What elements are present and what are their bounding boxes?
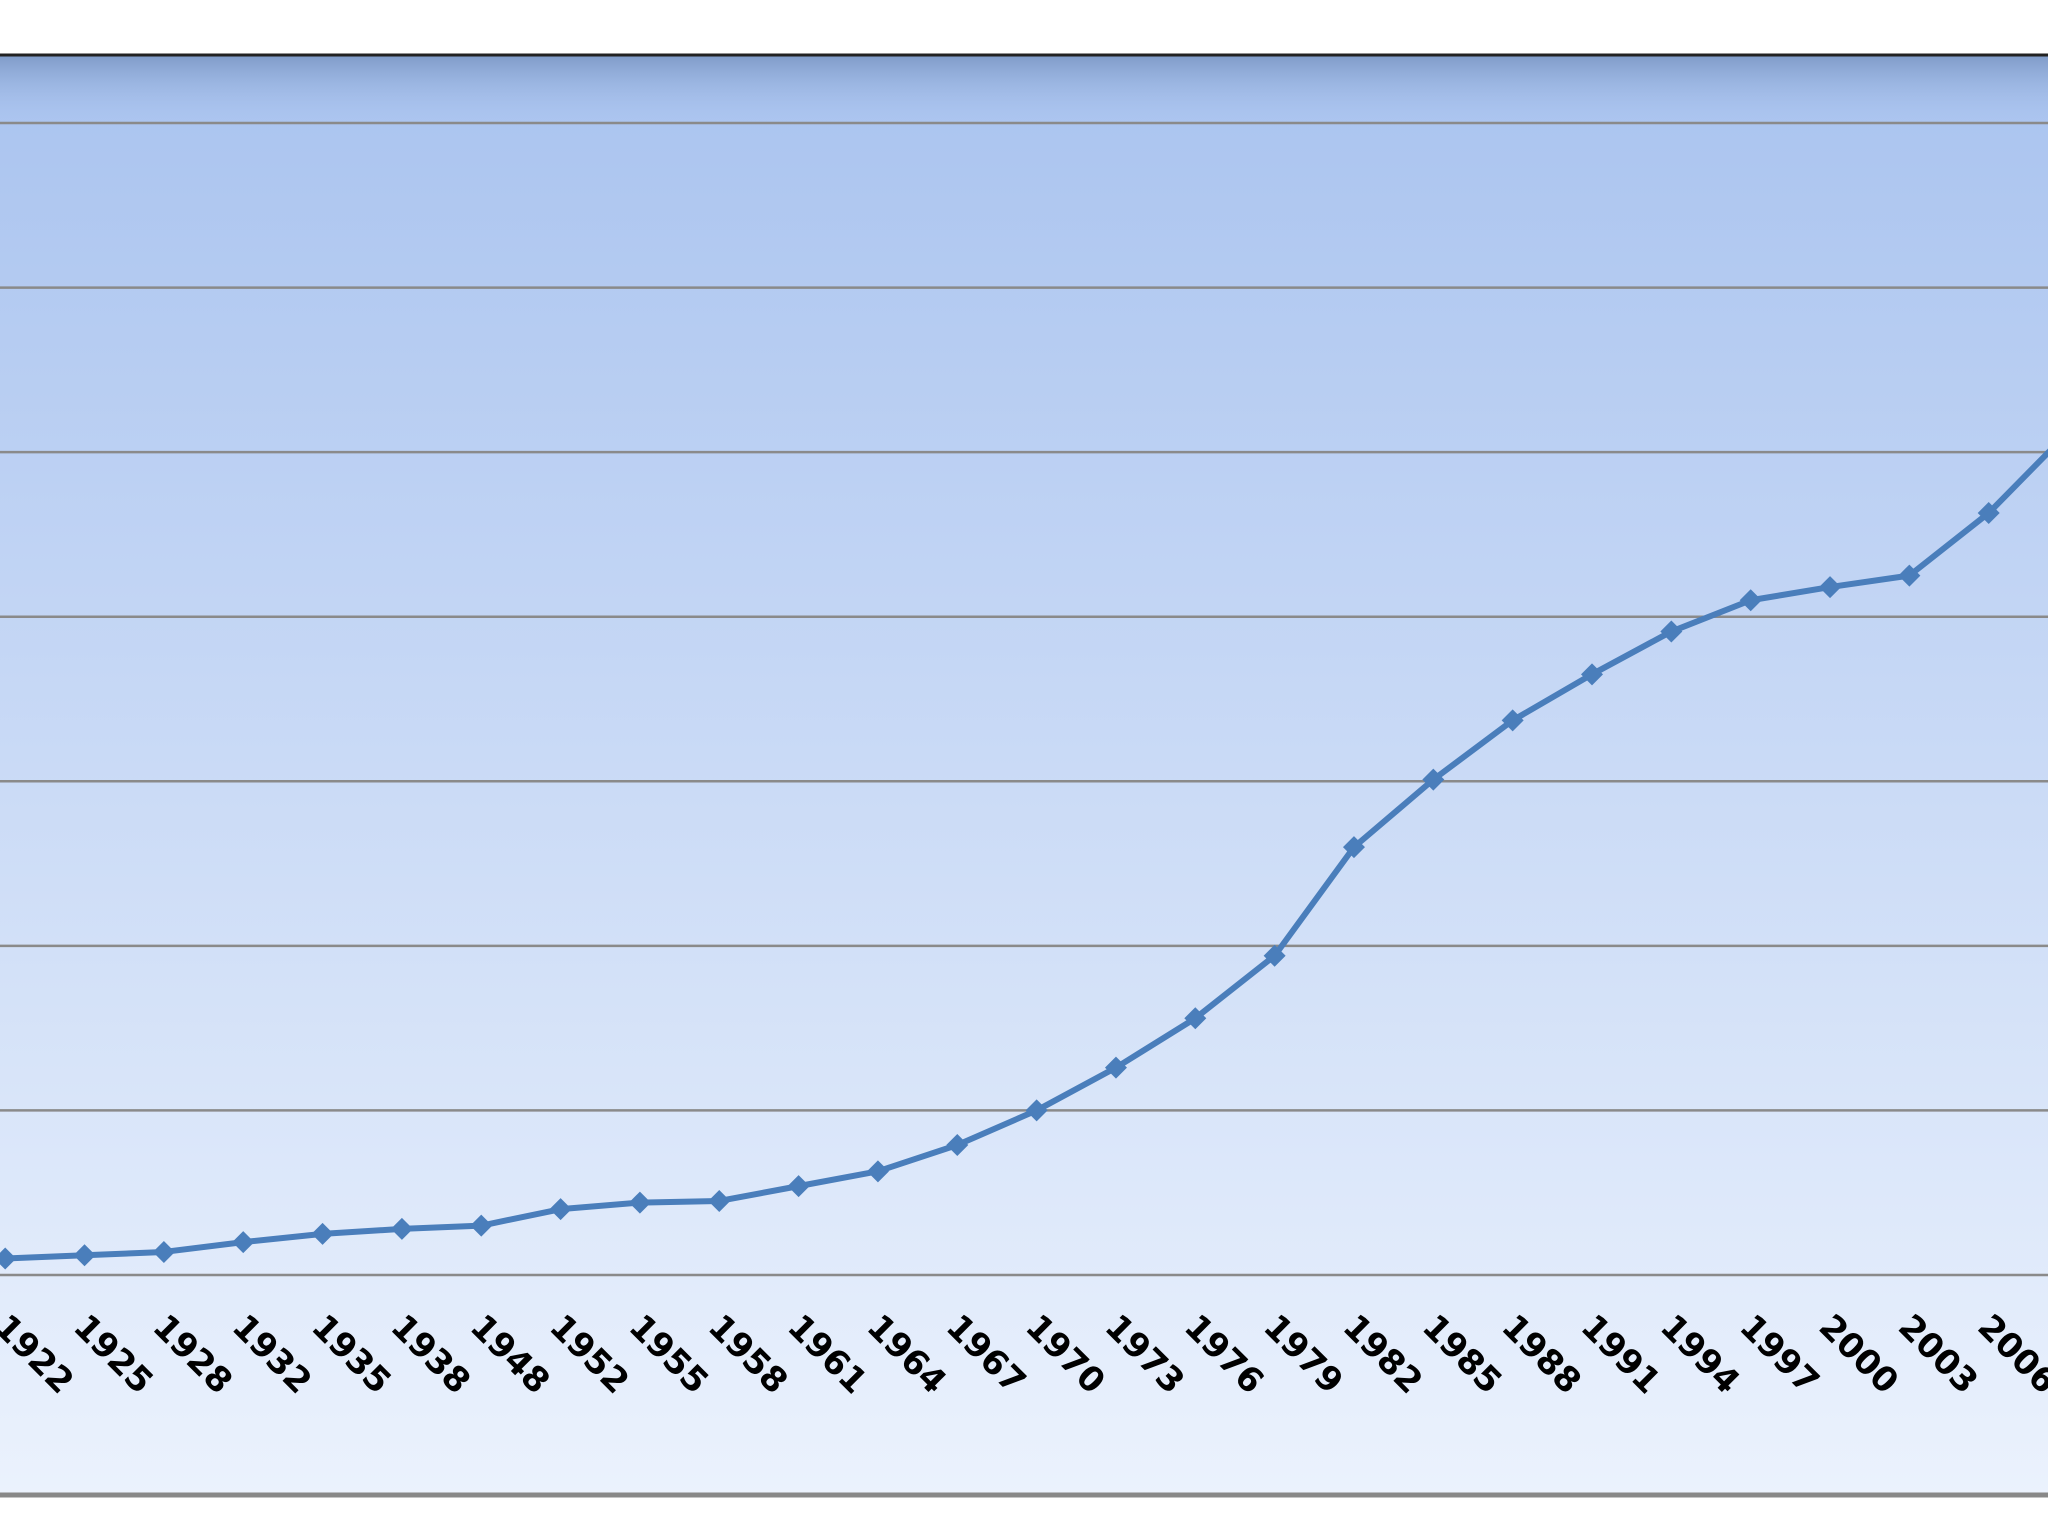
marker bbox=[549, 1198, 572, 1221]
marker bbox=[1422, 768, 1445, 791]
chart-area bbox=[0, 55, 2048, 1495]
marker bbox=[946, 1133, 969, 1156]
marker bbox=[390, 1217, 413, 1240]
marker bbox=[787, 1175, 810, 1198]
marker bbox=[1581, 663, 1603, 686]
chart-area-shade bbox=[0, 55, 2048, 125]
marker bbox=[1342, 836, 1365, 859]
marker bbox=[1898, 564, 1921, 587]
marker bbox=[708, 1189, 731, 1212]
marker bbox=[311, 1222, 334, 1245]
marker bbox=[1739, 589, 1762, 612]
marker bbox=[232, 1231, 255, 1254]
marker bbox=[1501, 709, 1524, 732]
marker bbox=[1025, 1099, 1048, 1122]
marker bbox=[628, 1191, 651, 1214]
marker bbox=[73, 1244, 96, 1267]
marker bbox=[470, 1214, 493, 1237]
marker bbox=[152, 1240, 175, 1263]
marker bbox=[1104, 1056, 1127, 1079]
marker bbox=[1184, 1007, 1207, 1030]
marker bbox=[1263, 944, 1286, 967]
marker bbox=[1977, 502, 2000, 525]
marker bbox=[866, 1160, 889, 1183]
marker bbox=[1819, 576, 1842, 599]
marker bbox=[1660, 620, 1683, 643]
marker bbox=[0, 1247, 17, 1270]
